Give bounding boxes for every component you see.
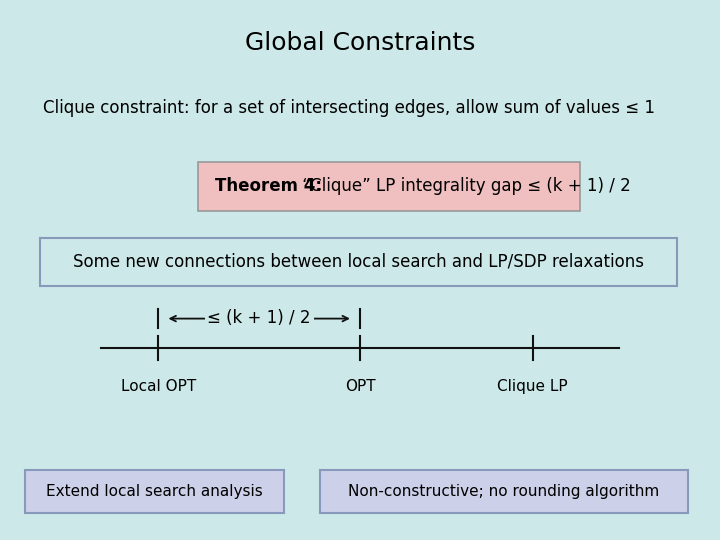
- Text: OPT: OPT: [345, 379, 375, 394]
- Text: Non-constructive; no rounding algorithm: Non-constructive; no rounding algorithm: [348, 484, 660, 499]
- FancyBboxPatch shape: [320, 470, 688, 513]
- Text: Theorem 4:: Theorem 4:: [215, 177, 322, 195]
- Text: ≤ (k + 1) / 2: ≤ (k + 1) / 2: [207, 309, 311, 327]
- FancyBboxPatch shape: [25, 470, 284, 513]
- Text: Local OPT: Local OPT: [121, 379, 196, 394]
- FancyBboxPatch shape: [198, 162, 580, 211]
- Text: Extend local search analysis: Extend local search analysis: [46, 484, 264, 499]
- Text: Clique constraint: for a set of intersecting edges, allow sum of values ≤ 1: Clique constraint: for a set of intersec…: [43, 99, 655, 117]
- FancyBboxPatch shape: [40, 238, 677, 286]
- Text: Global Constraints: Global Constraints: [245, 31, 475, 55]
- Text: “Clique” LP integrality gap ≤ (k + 1) / 2: “Clique” LP integrality gap ≤ (k + 1) / …: [297, 177, 631, 195]
- Text: Some new connections between local search and LP/SDP relaxations: Some new connections between local searc…: [73, 253, 644, 271]
- Text: Clique LP: Clique LP: [498, 379, 568, 394]
